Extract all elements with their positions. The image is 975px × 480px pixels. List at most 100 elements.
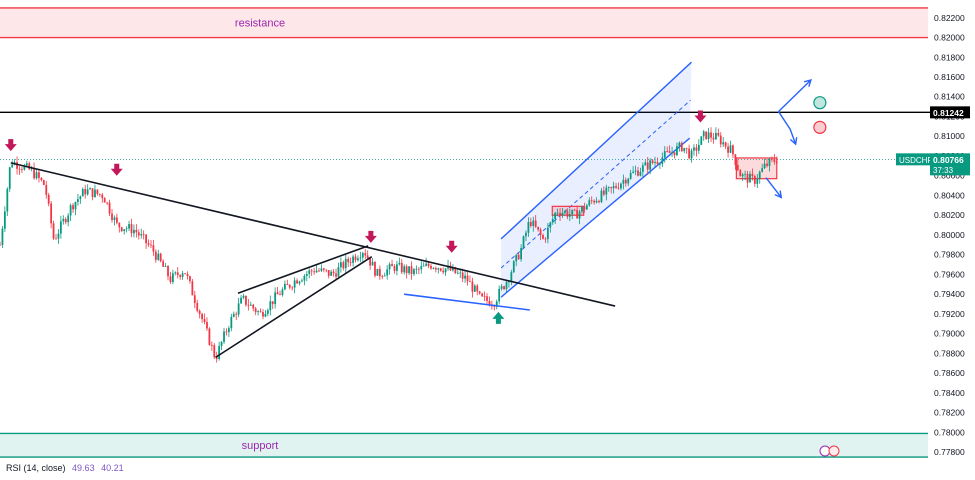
- y-tick-label-1: 0.82000: [934, 33, 965, 43]
- y-tick-label-15: 0.79200: [934, 309, 965, 319]
- candle-body: [120, 227, 123, 231]
- candle-body: [744, 173, 747, 175]
- candle-body: [466, 275, 469, 282]
- candle-body: [38, 172, 40, 178]
- candle-body: [595, 200, 598, 203]
- candle-body: [176, 272, 179, 276]
- candle-body: [398, 262, 401, 265]
- candle-body: [571, 209, 574, 215]
- candle-body: [74, 201, 77, 210]
- candle-body: [775, 161, 778, 163]
- candle-body: [140, 234, 143, 236]
- candle-body: [366, 255, 369, 259]
- candle-body: [542, 235, 544, 239]
- candle-body: [349, 262, 352, 264]
- candle-body: [651, 160, 654, 163]
- candle-body: [378, 268, 381, 277]
- candle-body: [610, 187, 613, 189]
- candle-body: [296, 280, 298, 284]
- candle-body: [47, 194, 50, 204]
- candle-body: [264, 313, 267, 317]
- candle-body: [469, 281, 471, 283]
- candle-body: [434, 268, 437, 270]
- candle-body: [130, 224, 133, 234]
- candle-body: [249, 304, 252, 306]
- candle-body: [1, 228, 4, 245]
- candle-body: [719, 135, 722, 145]
- candle-body: [210, 344, 213, 346]
- projection-arrowhead-2: [774, 190, 783, 199]
- candle-body: [189, 276, 191, 282]
- signal-circle-0: [813, 96, 827, 110]
- candle-body: [347, 258, 350, 263]
- candle-body: [503, 286, 505, 290]
- candle-body: [624, 179, 627, 184]
- candle-body: [191, 281, 194, 296]
- candle-body: [72, 205, 74, 210]
- candle-body: [81, 189, 84, 197]
- candle-body: [101, 194, 104, 199]
- candle-body: [391, 264, 393, 267]
- candle-body: [408, 266, 410, 274]
- candle-body: [184, 273, 186, 275]
- candle-body: [617, 187, 620, 189]
- candle-body: [527, 221, 530, 233]
- candle-body: [266, 310, 269, 314]
- candle-body: [159, 253, 162, 262]
- candle-body: [154, 251, 157, 260]
- candle-body: [666, 151, 669, 152]
- candle-body: [340, 262, 342, 268]
- candle-body: [688, 148, 691, 159]
- candle-body: [481, 293, 484, 297]
- candle-body: [722, 142, 725, 145]
- channel-lower-line: [500, 137, 691, 298]
- candle-body: [520, 248, 522, 260]
- candle-body: [215, 357, 218, 359]
- candle-body: [371, 262, 374, 266]
- candle-body: [700, 136, 703, 145]
- candle-body: [517, 254, 520, 260]
- projection-arrow-0: [778, 79, 812, 113]
- candle-body: [422, 265, 425, 267]
- candle-body: [658, 163, 661, 165]
- candle-body: [612, 186, 615, 189]
- candle-body: [171, 273, 174, 283]
- candle-body: [476, 285, 479, 292]
- candle-body: [232, 313, 235, 317]
- candle-body: [6, 188, 9, 212]
- candle-body: [568, 214, 571, 217]
- candle-body: [67, 215, 70, 223]
- candle-body: [766, 163, 768, 166]
- candle-body: [359, 257, 362, 259]
- candle-body: [549, 222, 552, 228]
- candle-body: [654, 162, 656, 163]
- candle-body: [213, 345, 216, 358]
- us-flag-event-icon[interactable]: [828, 445, 840, 457]
- down-arrow-marker-3: [445, 240, 458, 253]
- candle-body: [761, 168, 764, 172]
- candle-body: [712, 137, 715, 140]
- candle-body: [242, 295, 245, 298]
- candle-body: [332, 271, 335, 274]
- candle-body: [77, 199, 79, 202]
- candle-body: [142, 234, 145, 235]
- symbol-tag-box: [896, 153, 930, 166]
- candle-body: [225, 331, 228, 333]
- candle-body: [103, 198, 106, 203]
- candle-body: [444, 268, 447, 273]
- candle-body: [196, 303, 199, 311]
- key-level-label: 0.81242: [933, 108, 964, 118]
- candle-body: [464, 275, 466, 279]
- candle-body: [208, 328, 211, 345]
- candle-body: [247, 304, 250, 306]
- candle-body: [413, 269, 415, 274]
- candle-body: [525, 232, 527, 237]
- candle-body: [301, 280, 303, 282]
- candle-body: [508, 281, 510, 283]
- rsi-value-2: 40.21: [101, 463, 124, 473]
- candle-body: [240, 297, 242, 304]
- candle-body: [364, 253, 367, 256]
- y-tick-label-21: 0.78000: [934, 427, 965, 437]
